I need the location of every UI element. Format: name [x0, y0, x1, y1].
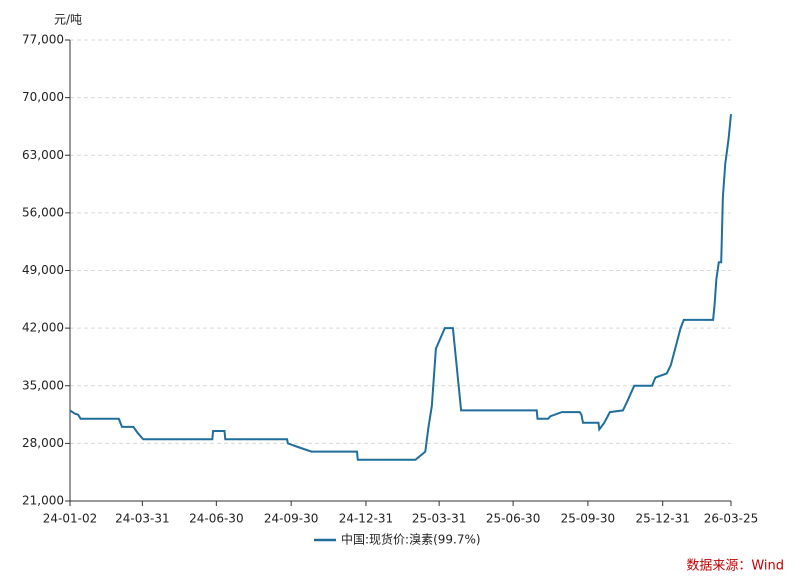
x-tick-label: 24-09-30 — [264, 512, 318, 526]
y-tick-label: 63,000 — [22, 148, 64, 162]
x-tick-label: 26-03-25 — [704, 512, 758, 526]
y-unit: 元/吨 — [54, 13, 82, 27]
x-tick-label: 25-06-30 — [486, 512, 540, 526]
x-tick-label: 24-03-31 — [115, 512, 169, 526]
y-tick-label: 21,000 — [22, 494, 64, 508]
series-line — [69, 114, 732, 461]
y-tick-label: 35,000 — [22, 378, 64, 392]
y-tick-label: 49,000 — [22, 263, 64, 277]
y-tick-label: 77,000 — [22, 33, 64, 47]
x-tick-label: 24-01-02 — [43, 512, 97, 526]
y-tick-label: 28,000 — [22, 436, 64, 450]
x-tick-label: 24-06-30 — [189, 512, 243, 526]
x-tick-label: 25-03-31 — [412, 512, 466, 526]
y-tick-label: 42,000 — [22, 321, 64, 335]
y-tick-label: 56,000 — [22, 205, 64, 219]
source: 数据来源：Wind — [686, 559, 784, 574]
x-tick-label: 25-12-31 — [635, 512, 689, 526]
y-tick-label: 70,000 — [22, 90, 64, 104]
legend-label: 中国:现货价:溴素(99.7%) — [341, 532, 481, 547]
x-tick-label: 24-12-31 — [339, 512, 393, 526]
x-tick-label: 25-09-30 — [561, 512, 615, 526]
